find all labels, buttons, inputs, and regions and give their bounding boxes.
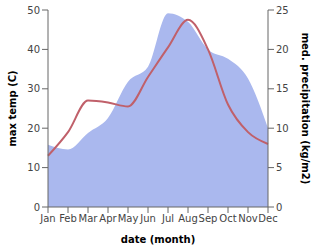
svg-text:10: 10 (276, 123, 289, 134)
svg-text:Sep: Sep (199, 213, 218, 224)
svg-text:Apr: Apr (99, 213, 117, 224)
svg-text:0: 0 (276, 202, 282, 213)
svg-text:5: 5 (276, 162, 282, 173)
svg-text:May: May (118, 213, 139, 224)
svg-text:25: 25 (276, 5, 289, 16)
svg-text:50: 50 (27, 5, 40, 16)
svg-text:max temp (C): max temp (C) (8, 70, 18, 146)
svg-text:date (month): date (month) (121, 234, 195, 245)
svg-text:40: 40 (27, 44, 40, 55)
svg-text:20: 20 (276, 44, 289, 55)
svg-text:0: 0 (34, 202, 40, 213)
svg-text:20: 20 (27, 123, 40, 134)
svg-text:Jun: Jun (139, 213, 156, 224)
svg-text:15: 15 (276, 83, 289, 94)
svg-text:Nov: Nov (238, 213, 258, 224)
svg-text:10: 10 (27, 162, 40, 173)
svg-text:Feb: Feb (59, 213, 77, 224)
svg-text:Jan: Jan (39, 213, 55, 224)
svg-text:Aug: Aug (178, 213, 198, 224)
svg-text:Mar: Mar (79, 213, 99, 224)
svg-text:Jul: Jul (161, 213, 174, 224)
svg-text:Oct: Oct (219, 213, 236, 224)
svg-text:30: 30 (27, 83, 40, 94)
svg-text:Dec: Dec (258, 213, 277, 224)
svg-text:med. precipitation (kg/m2): med. precipitation (kg/m2) (300, 33, 310, 185)
